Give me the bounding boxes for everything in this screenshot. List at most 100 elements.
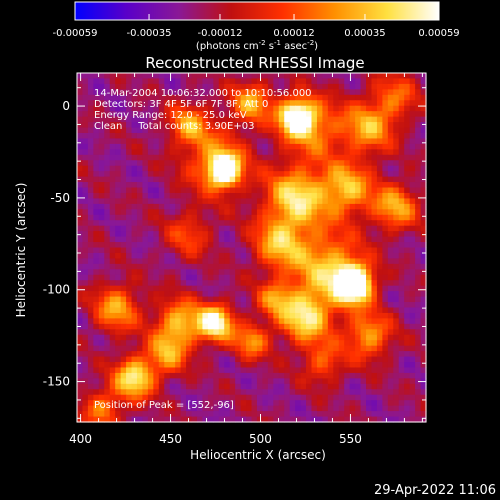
- heatmap-cell: [344, 323, 351, 330]
- heatmap-cell: [420, 94, 427, 101]
- heatmap-cell: [393, 411, 400, 418]
- heatmap-cell: [393, 165, 400, 172]
- heatmap-cell: [158, 340, 165, 347]
- heatmap-cell: [322, 242, 329, 249]
- heatmap-cell: [273, 94, 280, 101]
- heatmap-cell: [284, 94, 291, 101]
- heatmap-cell: [98, 154, 105, 161]
- heatmap-cell: [349, 220, 356, 227]
- heatmap-cell: [229, 274, 236, 281]
- heatmap-cell: [224, 160, 231, 167]
- heatmap-cell: [213, 182, 220, 189]
- heatmap-cell: [196, 345, 204, 352]
- heatmap-cell: [371, 323, 378, 330]
- heatmap-cell: [180, 122, 187, 129]
- heatmap-cell: [136, 154, 144, 161]
- heatmap-cell: [147, 416, 154, 423]
- heatmap-cell: [224, 416, 231, 423]
- heatmap-cell: [164, 83, 171, 90]
- heatmap-cell: [262, 105, 269, 112]
- heatmap-cell: [360, 258, 367, 265]
- heatmap-cell: [300, 100, 307, 107]
- heatmap-cell: [109, 383, 116, 390]
- heatmap-cell: [186, 367, 193, 374]
- heatmap-cell: [387, 203, 394, 210]
- heatmap-cell: [169, 340, 176, 347]
- heatmap-cell: [98, 132, 105, 140]
- heatmap-cell: [267, 187, 274, 194]
- heatmap-cell: [284, 231, 291, 238]
- heatmap-cell: [82, 389, 89, 396]
- heatmap-cell: [104, 203, 111, 210]
- heatmap-cell: [158, 154, 165, 161]
- heatmap-cell: [126, 187, 133, 194]
- heatmap-cell: [235, 231, 242, 238]
- heatmap-cell: [415, 323, 422, 330]
- annotation-line-counts: Clean Total counts: 3.90E+03: [94, 121, 254, 132]
- heatmap-cell: [311, 291, 318, 298]
- heatmap-cell: [235, 394, 242, 401]
- heatmap-cell: [316, 318, 323, 325]
- heatmap-cell: [371, 225, 378, 232]
- heatmap-cell: [229, 154, 236, 161]
- heatmap-cell: [311, 154, 318, 161]
- heatmap-cell: [131, 165, 138, 172]
- heatmap-cell: [142, 111, 149, 118]
- heatmap-cell: [77, 105, 84, 112]
- heatmap-cell: [246, 329, 253, 336]
- heatmap-cell: [136, 394, 144, 401]
- heatmap-cell: [251, 263, 258, 270]
- heatmap-cell: [251, 269, 258, 276]
- heatmap-cell: [93, 192, 100, 200]
- heatmap-cell: [300, 127, 307, 134]
- heatmap-cell: [387, 416, 394, 423]
- heatmap-cell: [136, 362, 144, 369]
- heatmap-cell: [224, 116, 231, 123]
- heatmap-cell: [109, 220, 116, 227]
- heatmap-cell: [387, 334, 394, 341]
- heatmap-cell: [115, 405, 122, 412]
- heatmap-cell: [311, 351, 318, 358]
- heatmap-cell: [120, 225, 127, 232]
- heatmap-cell: [284, 372, 291, 379]
- heatmap-cell: [158, 192, 165, 200]
- heatmap-cell: [115, 307, 122, 314]
- heatmap-cell: [306, 73, 313, 80]
- heatmap-cell: [186, 252, 193, 259]
- heatmap-cell: [87, 247, 94, 254]
- heatmap-cell: [109, 100, 116, 107]
- heatmap-cell: [164, 182, 171, 189]
- heatmap-cell: [366, 83, 373, 90]
- heatmap-cell: [196, 351, 204, 358]
- heatmap-cell: [147, 132, 154, 140]
- heatmap-cell: [366, 263, 373, 270]
- heatmap-cell: [256, 220, 263, 227]
- heatmap-cell: [93, 132, 100, 140]
- heatmap-cell: [126, 89, 133, 96]
- heatmap-cell: [218, 367, 225, 374]
- heatmap-cell: [371, 356, 378, 363]
- heatmap-cell: [93, 280, 100, 287]
- heatmap-cell: [142, 307, 149, 314]
- heatmap-cell: [120, 83, 127, 90]
- heatmap-cell: [126, 143, 133, 150]
- heatmap-cell: [153, 187, 160, 194]
- heatmap-cell: [355, 323, 362, 330]
- heatmap-cell: [289, 400, 296, 407]
- heatmap-cell: [256, 78, 263, 85]
- heatmap-cell: [196, 220, 204, 227]
- heatmap-cell: [360, 334, 367, 341]
- heatmap-cell: [77, 165, 84, 172]
- heatmap-cell: [306, 280, 313, 287]
- heatmap-cell: [218, 340, 225, 347]
- heatmap-cell: [415, 122, 422, 129]
- heatmap-cell: [180, 78, 187, 85]
- heatmap-cell: [273, 285, 280, 292]
- heatmap-cell: [77, 209, 84, 216]
- heatmap-cell: [180, 127, 187, 134]
- heatmap-cell: [82, 132, 89, 140]
- heatmap-cell: [267, 214, 274, 221]
- heatmap-cell: [355, 149, 362, 156]
- heatmap-cell: [77, 89, 84, 96]
- heatmap-cell: [338, 143, 345, 150]
